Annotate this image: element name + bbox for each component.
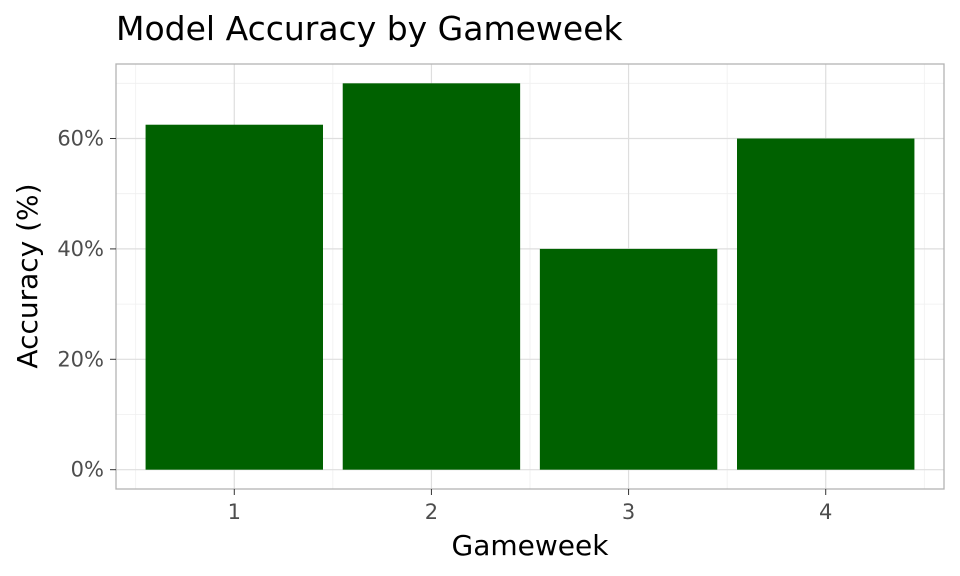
- y-tick-label: 40%: [57, 237, 104, 261]
- y-tick-label: 20%: [57, 347, 104, 371]
- bar-1: [145, 124, 323, 470]
- x-tick-label: 2: [425, 500, 438, 524]
- y-tick-label: 0%: [71, 458, 104, 482]
- x-tick-label: 3: [622, 500, 635, 524]
- plot-panel: [115, 63, 945, 490]
- bar-3: [539, 248, 718, 470]
- y-axis: 0% 20% 40% 60%: [57, 127, 116, 482]
- y-tick-label: 60%: [57, 127, 104, 151]
- x-axis: 1 2 3 4: [228, 489, 832, 524]
- bar-4: [737, 138, 915, 470]
- y-axis-title: Accuracy (%): [11, 183, 44, 368]
- x-tick-label: 1: [228, 500, 241, 524]
- bars: [145, 83, 915, 470]
- bar-2: [342, 83, 521, 470]
- x-axis-title: Gameweek: [452, 529, 610, 562]
- x-tick-label: 4: [819, 500, 832, 524]
- chart-title: Model Accuracy by Gameweek: [116, 9, 624, 48]
